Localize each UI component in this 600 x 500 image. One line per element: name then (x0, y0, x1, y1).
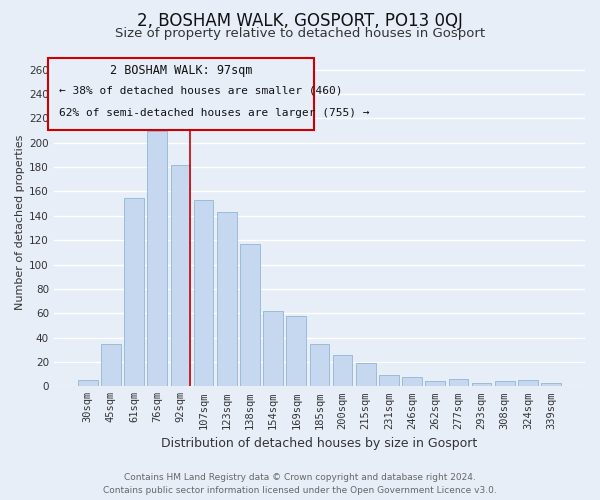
Bar (148, 130, 167, 386)
FancyBboxPatch shape (49, 58, 314, 130)
Bar (78, 380, 98, 386)
Bar (217, 212, 236, 386)
Bar (518, 380, 538, 386)
Text: 2 BOSHAM WALK: 97sqm: 2 BOSHAM WALK: 97sqm (110, 64, 253, 77)
Bar (240, 244, 260, 386)
Bar (495, 382, 515, 386)
Bar (286, 316, 306, 386)
Bar (333, 354, 352, 386)
Bar (425, 382, 445, 386)
Text: 2, BOSHAM WALK, GOSPORT, PO13 0QJ: 2, BOSHAM WALK, GOSPORT, PO13 0QJ (137, 12, 463, 30)
Bar (356, 363, 376, 386)
Text: Size of property relative to detached houses in Gosport: Size of property relative to detached ho… (115, 28, 485, 40)
Bar (263, 311, 283, 386)
Bar (310, 344, 329, 386)
Text: Contains HM Land Registry data © Crown copyright and database right 2024.
Contai: Contains HM Land Registry data © Crown c… (103, 473, 497, 495)
Bar (101, 344, 121, 386)
Bar (194, 200, 214, 386)
Bar (124, 198, 144, 386)
Bar (402, 376, 422, 386)
Bar (379, 376, 399, 386)
Bar (170, 164, 190, 386)
Bar (541, 382, 561, 386)
Bar (449, 379, 468, 386)
Bar (472, 382, 491, 386)
Text: 62% of semi-detached houses are larger (755) →: 62% of semi-detached houses are larger (… (59, 108, 370, 118)
X-axis label: Distribution of detached houses by size in Gosport: Distribution of detached houses by size … (161, 437, 478, 450)
Text: ← 38% of detached houses are smaller (460): ← 38% of detached houses are smaller (46… (59, 86, 343, 96)
Y-axis label: Number of detached properties: Number of detached properties (15, 134, 25, 310)
